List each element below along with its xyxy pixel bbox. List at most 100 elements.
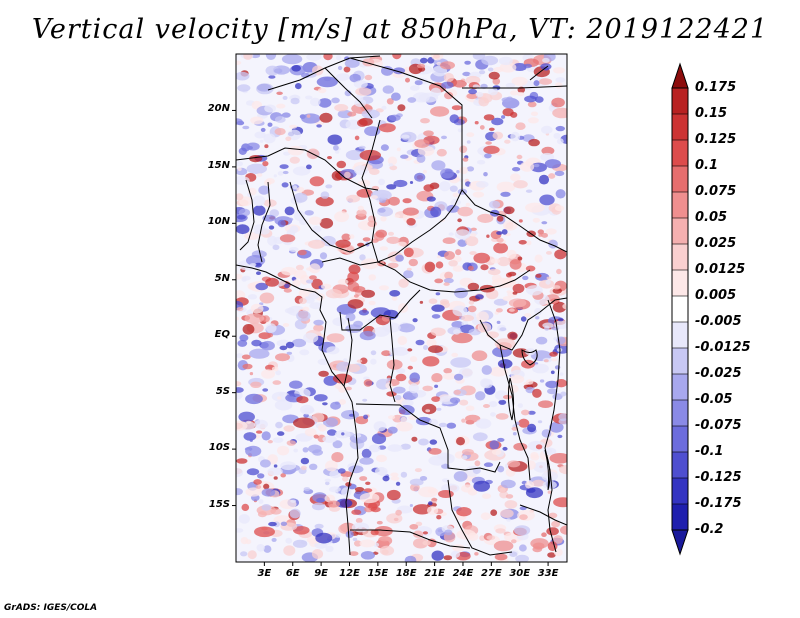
field-cell [438,490,454,498]
field-cell [347,299,364,309]
field-cell [431,497,438,504]
field-cell [249,372,254,376]
lon-tick-label: 12E [339,568,360,579]
field-cell [524,313,532,318]
field-cell [409,181,414,184]
field-cell [344,90,352,97]
field-cell [267,333,273,338]
coastline-west [236,264,359,556]
field-cell [476,311,489,323]
field-cell [493,298,508,306]
field-cell [527,101,537,108]
field-cell [352,537,358,542]
lat-tick-label: 20N [207,103,230,115]
field-cell [386,184,397,190]
field-cell [281,54,303,65]
field-cell [396,147,401,152]
field-cell [490,412,496,417]
field-cell [457,206,474,217]
field-cell [289,508,301,519]
field-cell [533,80,540,87]
field-cell [236,316,240,321]
field-cell [277,431,285,436]
field-cell [259,292,275,304]
colorbar-swatch [672,478,688,505]
field-cell [362,237,371,242]
map-title: Vertical velocity [m/s] at 850hPa, VT: 2… [31,14,769,45]
field-cell [300,465,307,471]
field-cell [488,71,500,80]
field-cell [397,335,408,346]
field-cell [417,145,435,157]
field-cell [409,524,419,530]
field-cell [484,153,492,159]
field-cell [539,379,545,383]
field-cell [496,237,504,243]
field-cell [265,178,275,185]
field-cell [550,370,555,375]
field-cell [263,133,276,144]
field-cell [346,363,361,373]
field-cell [298,297,307,305]
field-cell [395,373,407,382]
border [236,147,379,191]
field-cell [480,378,491,388]
field-cell [289,156,300,164]
border [339,289,421,331]
field-cell [559,372,564,376]
field-cell [461,418,466,423]
field-cell [388,231,394,236]
lon-tick-label: 9E [314,568,328,579]
field-cell [549,453,567,464]
field-cell [443,555,453,561]
field-cell [265,323,277,333]
border [239,179,255,251]
field-cell [331,97,340,104]
field-cell [552,393,563,400]
field-cell [535,96,544,103]
field-cell [426,196,436,202]
field-cell [382,475,390,482]
field-cell [288,217,294,222]
field-cell [501,115,506,119]
field-cell [314,114,319,118]
field-cell [472,432,488,442]
field-cell [243,54,253,60]
field-cell [368,274,377,281]
field-cell [473,252,491,264]
field-cell [441,135,447,140]
field-cell [256,430,263,434]
field-cell [439,299,450,305]
field-cell [296,310,311,322]
field-cell [289,124,298,129]
field-cell [457,239,468,247]
field-cell [357,205,364,211]
lat-tick-label: 15S [208,498,230,510]
field-cell [349,234,355,239]
field-cell [510,131,521,142]
field-cell [512,432,517,436]
field-cell [535,336,548,345]
field-cell [556,268,562,275]
colorbar-swatch [672,270,688,297]
field-cell [430,327,446,337]
field-cell [512,283,525,294]
field-cell [506,272,512,278]
field-cell [525,202,545,213]
field-cell [385,382,393,389]
field-cell [376,454,387,463]
field-cell [483,114,495,121]
field-cell [388,163,394,167]
field-cell [499,487,506,494]
field-cell [325,481,330,486]
field-cell [518,219,523,223]
field-cell [381,350,392,357]
field-cell [519,544,527,552]
field-cell [402,207,419,216]
field-cell [277,219,286,228]
field-cell [386,98,394,105]
lake-outline [521,349,538,366]
coastline-east [544,299,561,449]
field-cell [475,91,484,98]
field-cell [281,112,291,118]
